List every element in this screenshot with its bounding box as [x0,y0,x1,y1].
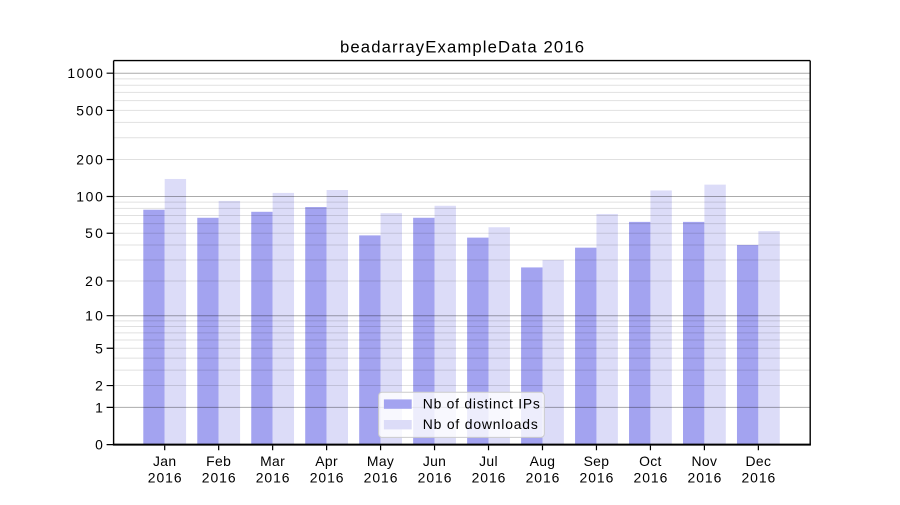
svg-text:2: 2 [95,378,103,394]
svg-text:20: 20 [85,273,103,289]
svg-text:Aug: Aug [530,453,556,469]
svg-text:2016: 2016 [472,470,506,486]
svg-text:beadarrayExampleData 2016: beadarrayExampleData 2016 [340,37,584,56]
svg-text:2016: 2016 [148,470,182,486]
svg-text:Feb: Feb [206,453,231,469]
svg-text:50: 50 [85,225,103,241]
svg-text:1: 1 [95,399,103,415]
svg-text:May: May [367,453,394,469]
svg-text:0: 0 [95,437,103,453]
svg-text:Sep: Sep [584,453,610,469]
svg-text:Nb of downloads: Nb of downloads [423,416,538,432]
svg-text:Nov: Nov [692,453,718,469]
svg-text:500: 500 [76,102,103,118]
svg-text:2016: 2016 [256,470,290,486]
svg-text:2016: 2016 [526,470,560,486]
svg-text:1000: 1000 [67,65,103,81]
svg-text:2016: 2016 [741,470,775,486]
svg-text:2016: 2016 [418,470,452,486]
svg-text:2016: 2016 [364,470,398,486]
svg-text:Jul: Jul [479,453,498,469]
svg-text:2016: 2016 [202,470,236,486]
svg-text:Jun: Jun [423,453,446,469]
svg-text:Nb of distinct IPs: Nb of distinct IPs [423,396,540,412]
svg-text:Oct: Oct [639,453,662,469]
svg-text:100: 100 [76,189,103,205]
svg-text:2016: 2016 [688,470,722,486]
svg-text:Jan: Jan [153,453,176,469]
svg-text:5: 5 [95,340,103,356]
svg-text:2016: 2016 [580,470,614,486]
svg-text:Mar: Mar [260,453,285,469]
svg-text:200: 200 [76,152,103,168]
svg-text:2016: 2016 [634,470,668,486]
svg-text:10: 10 [85,308,103,324]
svg-text:Dec: Dec [745,453,771,469]
svg-text:Apr: Apr [315,453,338,469]
svg-text:2016: 2016 [310,470,344,486]
